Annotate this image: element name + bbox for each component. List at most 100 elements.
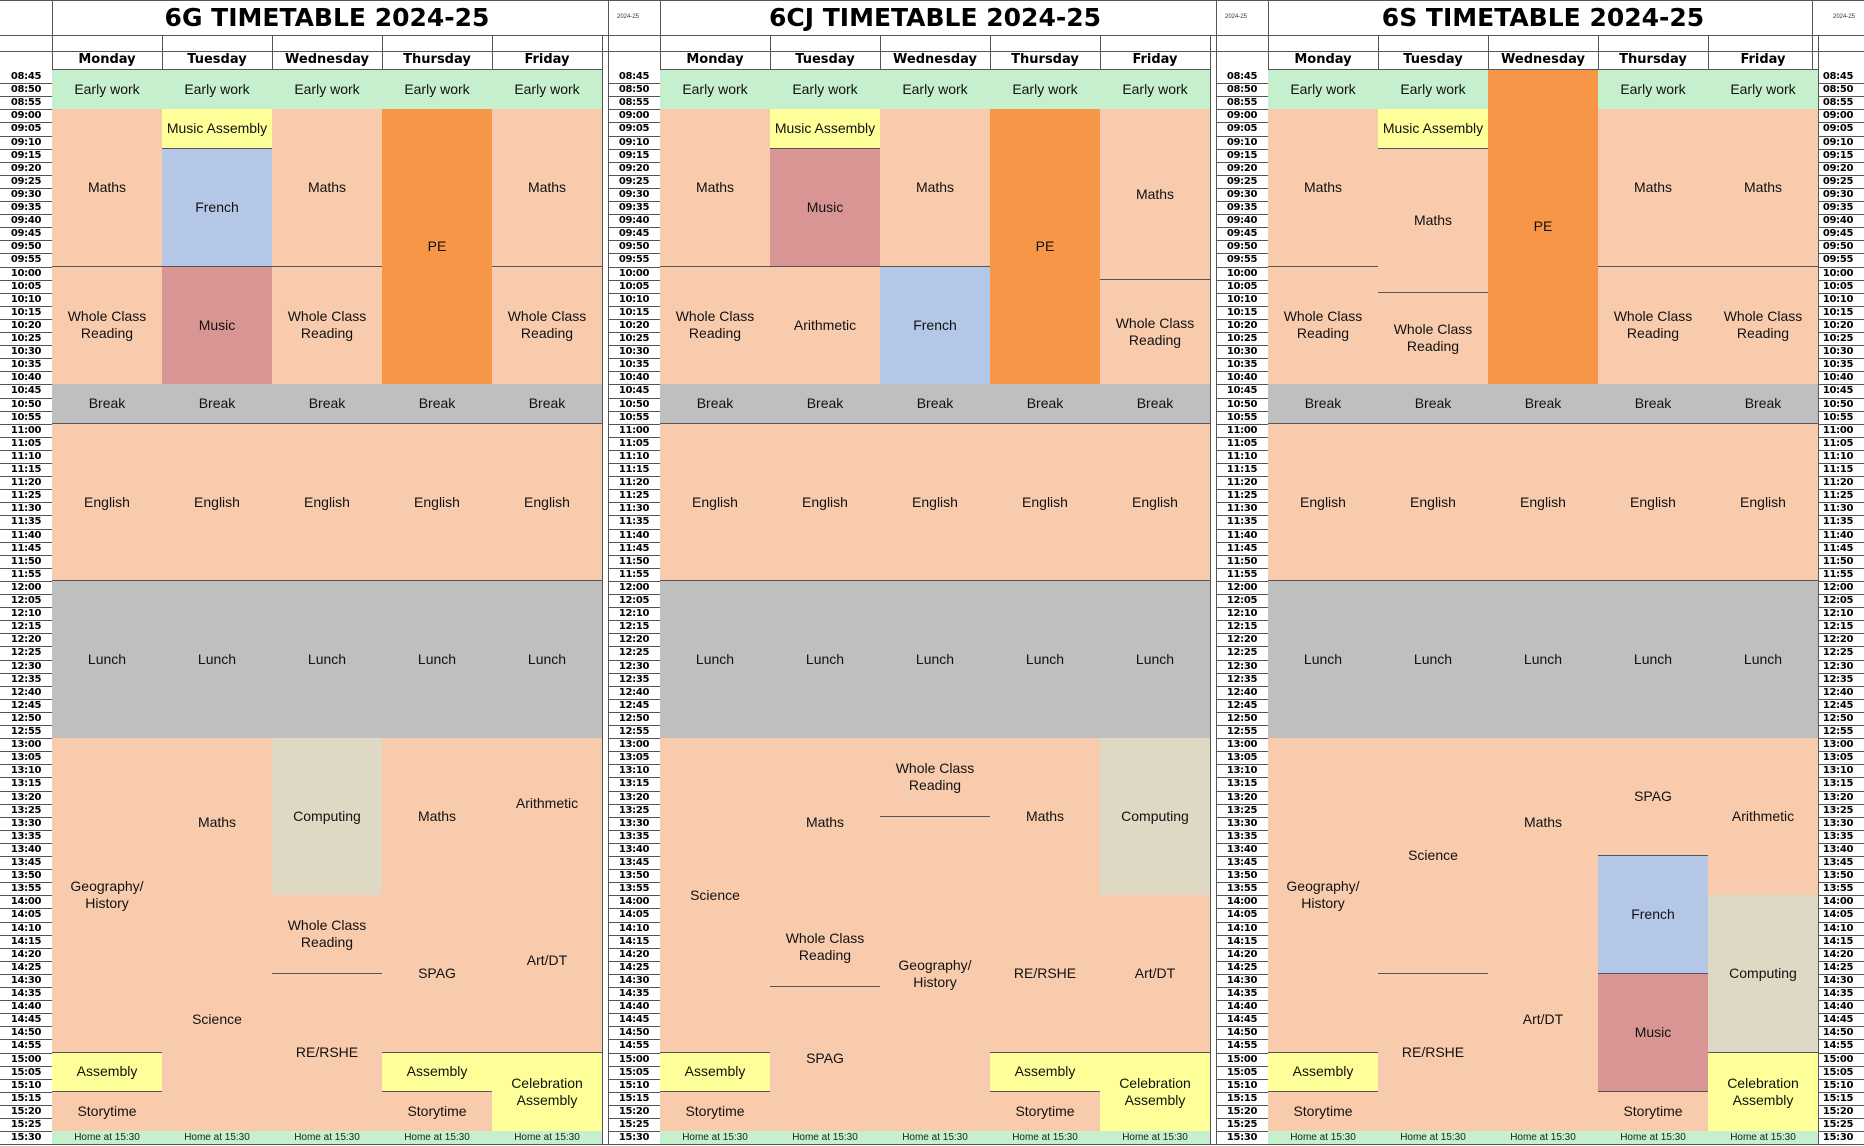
time-slot-gridline: [1216, 751, 1268, 753]
time-slot-gridline: [1812, 449, 1864, 451]
time-slot-gridline: [1216, 528, 1268, 530]
time-slot-label: 10:50: [618, 398, 650, 410]
time-slot-label: 11:55: [1226, 568, 1258, 580]
time-slot-label: 13:40: [618, 843, 650, 855]
time-slot-label: 14:40: [1226, 1001, 1258, 1013]
time-slot-label: 13:00: [1226, 739, 1258, 751]
time-slot-gridline: [1812, 1104, 1864, 1106]
time-slot-label: 15:05: [1226, 1066, 1258, 1078]
lesson-cell-break: Break: [1378, 384, 1489, 425]
time-slot-gridline: [1216, 292, 1268, 294]
time-slot-gridline: [1216, 607, 1268, 609]
time-slot-gridline: [608, 187, 660, 189]
time-slot-gridline: [608, 410, 660, 412]
time-slot-label: 11:05: [618, 437, 650, 449]
lesson-cell-lunch: Lunch: [1708, 580, 1819, 739]
lesson-cell-maths: Maths: [492, 109, 603, 267]
lesson-cell-assembly: Assembly: [660, 1052, 771, 1093]
lesson-cell-spag: SPAG: [770, 987, 881, 1132]
time-slot-label: 14:50: [1226, 1027, 1258, 1039]
time-slot-label: 08:45: [10, 71, 42, 82]
time-slot-label: 14:55: [618, 1040, 650, 1052]
time-slot-gridline: [0, 816, 52, 818]
lesson-cell-break: Break: [272, 384, 383, 425]
time-slot-gridline: [1216, 135, 1268, 137]
time-slot-label: 10:40: [618, 372, 650, 384]
time-slot-gridline: [1216, 1026, 1268, 1028]
time-slot-gridline: [1216, 882, 1268, 884]
lesson-cell-home-at-15-30: Home at 15:30: [1378, 1131, 1489, 1145]
time-slot-label: 14:55: [10, 1040, 42, 1052]
time-slot-label: 13:45: [1822, 857, 1854, 868]
time-slot-gridline: [1216, 410, 1268, 412]
time-slot-label: 09:50: [1226, 241, 1258, 253]
time-slot-gridline: [608, 777, 660, 779]
lesson-cell-early-work: Early work: [880, 70, 991, 110]
time-slot-label: 11:10: [10, 450, 42, 462]
lesson-cell-lunch: Lunch: [382, 580, 493, 739]
time-slot-label: 12:15: [1226, 621, 1258, 633]
time-slot-label: 12:10: [618, 608, 650, 620]
time-slot-gridline: [608, 240, 660, 242]
time-slot-label: 11:20: [1822, 477, 1854, 489]
time-slot-label: 12:20: [1822, 634, 1854, 646]
time-slot-label: 11:30: [618, 503, 650, 515]
time-slot-gridline: [1812, 908, 1864, 910]
time-slot-gridline: [1812, 672, 1864, 674]
time-slot-label: 08:45: [1822, 71, 1854, 82]
time-slot-label: 10:20: [618, 319, 650, 331]
lesson-cell-whole-class-reading: Whole Class Reading: [1598, 266, 1709, 385]
time-slot-label: 10:45: [1822, 385, 1854, 397]
time-slot-gridline: [0, 1091, 52, 1093]
time-slot-gridline: [0, 882, 52, 884]
lesson-cell-english: English: [880, 423, 991, 582]
time-slot-gridline: [1216, 148, 1268, 150]
lesson-cell-re-rshe: RE/RSHE: [990, 895, 1101, 1053]
time-slot-label: 14:05: [1822, 909, 1854, 921]
time-slot-gridline: [608, 358, 660, 360]
time-slot-gridline: [608, 332, 660, 333]
lesson-cell-whole-class-reading: Whole Class Reading: [1708, 266, 1819, 385]
time-slot-label: 12:05: [1226, 595, 1258, 606]
time-slot-gridline: [0, 161, 52, 163]
time-slot-label: 14:20: [10, 948, 42, 960]
lesson-cell-maths: Maths: [1100, 109, 1211, 281]
time-slot-gridline: [1216, 240, 1268, 242]
time-slot-label: 14:45: [1226, 1014, 1258, 1026]
time-slot-gridline: [1812, 738, 1864, 740]
time-slot-gridline: [1216, 790, 1268, 792]
time-slot-label: 13:00: [618, 739, 650, 751]
time-slot-label: 10:20: [10, 319, 42, 331]
time-slot-gridline: [608, 463, 660, 464]
time-slot-label: 12:05: [10, 595, 42, 606]
time-slot-label: 09:15: [10, 149, 42, 161]
time-slot-label: 15:10: [618, 1079, 650, 1091]
time-slot-gridline: [1216, 777, 1268, 779]
time-slot-label: 13:15: [1822, 778, 1854, 790]
time-slot-label: 09:55: [1822, 254, 1854, 266]
time-slot-gridline: [0, 803, 52, 805]
time-slot-label: 09:15: [618, 149, 650, 161]
time-slot-label: 09:55: [1226, 254, 1258, 266]
time-slot-label: 09:20: [10, 162, 42, 174]
time-slot-label: 13:35: [10, 830, 42, 842]
time-slot-label: 12:45: [10, 699, 42, 711]
time-slot-gridline: [608, 292, 660, 294]
time-slot-label: 11:30: [10, 503, 42, 515]
time-slot-gridline: [0, 751, 52, 753]
time-slot-gridline: [608, 738, 660, 740]
time-slot-gridline: [0, 672, 52, 674]
time-slot-label: 10:25: [1822, 333, 1854, 344]
time-slot-gridline: [608, 1052, 660, 1054]
time-slot-label: 09:00: [10, 110, 42, 122]
time-slot-gridline: [0, 476, 52, 478]
time-slot-gridline: [608, 620, 660, 622]
time-slot-label: 13:35: [1822, 830, 1854, 842]
time-slot-label: 15:00: [1226, 1053, 1258, 1065]
lesson-cell-english: English: [52, 423, 163, 582]
time-slot-gridline: [1812, 489, 1864, 491]
time-slot-label: 13:15: [1226, 778, 1258, 790]
lesson-cell-pe: PE: [990, 109, 1101, 385]
time-slot-gridline: [608, 973, 660, 975]
time-slot-gridline: [608, 1065, 660, 1067]
